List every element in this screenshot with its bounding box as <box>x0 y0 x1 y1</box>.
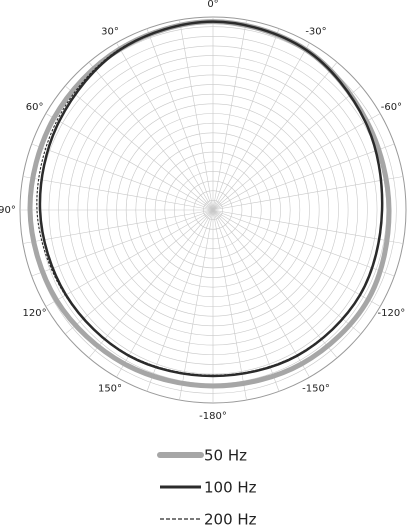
grid-spoke <box>212 19 247 211</box>
grid-spoke <box>212 209 362 335</box>
theta-tick-label: -30° <box>305 27 326 38</box>
grid-spoke <box>116 42 214 211</box>
grid-spoke <box>22 176 214 211</box>
grid-spoke <box>146 28 214 211</box>
theta-tick-label: -180° <box>199 411 227 422</box>
grid-spoke <box>212 209 280 392</box>
grid-spoke <box>45 209 214 307</box>
theta-tick-label: 0° <box>207 0 218 10</box>
grid-spoke <box>31 143 214 211</box>
grid-spoke <box>212 61 338 211</box>
grid-spoke <box>22 209 214 244</box>
grid-spoke <box>146 209 214 392</box>
grid-spoke <box>212 113 381 211</box>
legend-label: 200 Hz <box>204 511 257 528</box>
theta-tick-label: -120° <box>378 308 406 319</box>
theta-tick-label: 60° <box>26 102 44 113</box>
grid-spoke <box>212 209 338 359</box>
theta-tick-label: 30° <box>101 27 119 38</box>
grid-spoke <box>31 209 214 277</box>
grid-spoke <box>212 209 310 378</box>
theta-tick-label: 90° <box>0 205 16 216</box>
grid-spoke <box>212 42 310 211</box>
grid-spoke <box>179 209 214 401</box>
grid-spoke <box>212 143 395 211</box>
grid-spoke <box>212 209 247 401</box>
grid-spoke <box>116 209 214 378</box>
grid-spoke <box>179 19 214 211</box>
theta-tick-label: -60° <box>381 102 402 113</box>
grid-spoke <box>212 176 404 211</box>
series-line <box>38 20 384 378</box>
grid-spoke <box>212 209 381 307</box>
series-line <box>36 21 383 376</box>
grid-spoke <box>88 61 214 211</box>
grid-spoke <box>64 209 214 335</box>
grid-spoke <box>212 209 404 244</box>
theta-tick-label: -150° <box>302 383 330 394</box>
grid-spoke <box>45 113 214 211</box>
theta-tick-label: 120° <box>23 308 47 319</box>
grid-spoke <box>88 209 214 359</box>
grid-spoke <box>212 28 280 211</box>
theta-tick-label: 150° <box>98 383 122 394</box>
grid-spoke <box>64 85 214 211</box>
legend-label: 50 Hz <box>204 447 247 465</box>
series-line <box>27 19 392 389</box>
legend-label: 100 Hz <box>204 479 257 497</box>
grid-spoke <box>212 209 395 277</box>
grid-spoke <box>212 85 362 211</box>
